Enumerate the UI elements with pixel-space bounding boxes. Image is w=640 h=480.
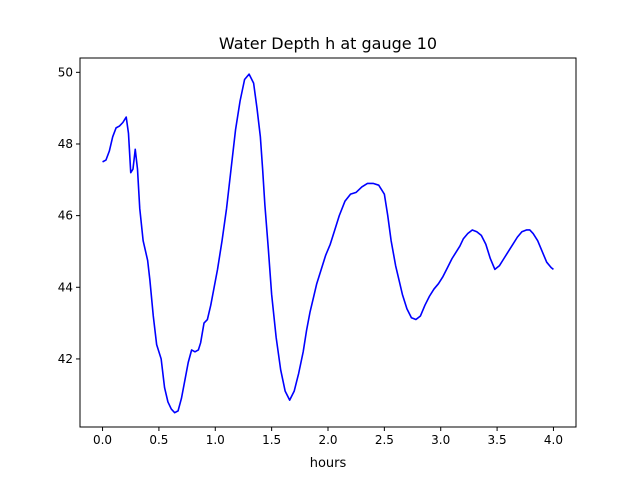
y-axis: 42 44 46 48 50 xyxy=(58,65,80,366)
x-tick-label: 4.0 xyxy=(544,433,563,447)
series-line xyxy=(102,73,554,414)
x-tick-label: 1.5 xyxy=(262,433,281,447)
y-tick-label: 48 xyxy=(58,137,73,151)
x-tick-label: 1.0 xyxy=(206,433,225,447)
x-tick-label: 0.0 xyxy=(93,433,112,447)
x-tick-label: 2.5 xyxy=(375,433,394,447)
y-tick-label: 42 xyxy=(58,352,73,366)
x-tick-label: 3.0 xyxy=(431,433,450,447)
y-tick-label: 50 xyxy=(58,65,73,79)
x-axis-label: hours xyxy=(310,456,347,471)
chart-title: Water Depth h at gauge 10 xyxy=(219,34,437,53)
x-tick-label: 0.5 xyxy=(149,433,168,447)
y-tick-label: 44 xyxy=(58,280,73,294)
plot-area xyxy=(102,73,554,414)
x-tick-label: 2.0 xyxy=(318,433,337,447)
axes-frame xyxy=(79,57,577,428)
x-axis: 0.0 0.5 1.0 1.5 2.0 2.5 3.0 3.5 4.0 xyxy=(93,427,563,447)
x-tick-label: 3.5 xyxy=(488,433,507,447)
y-tick-label: 46 xyxy=(58,209,73,223)
